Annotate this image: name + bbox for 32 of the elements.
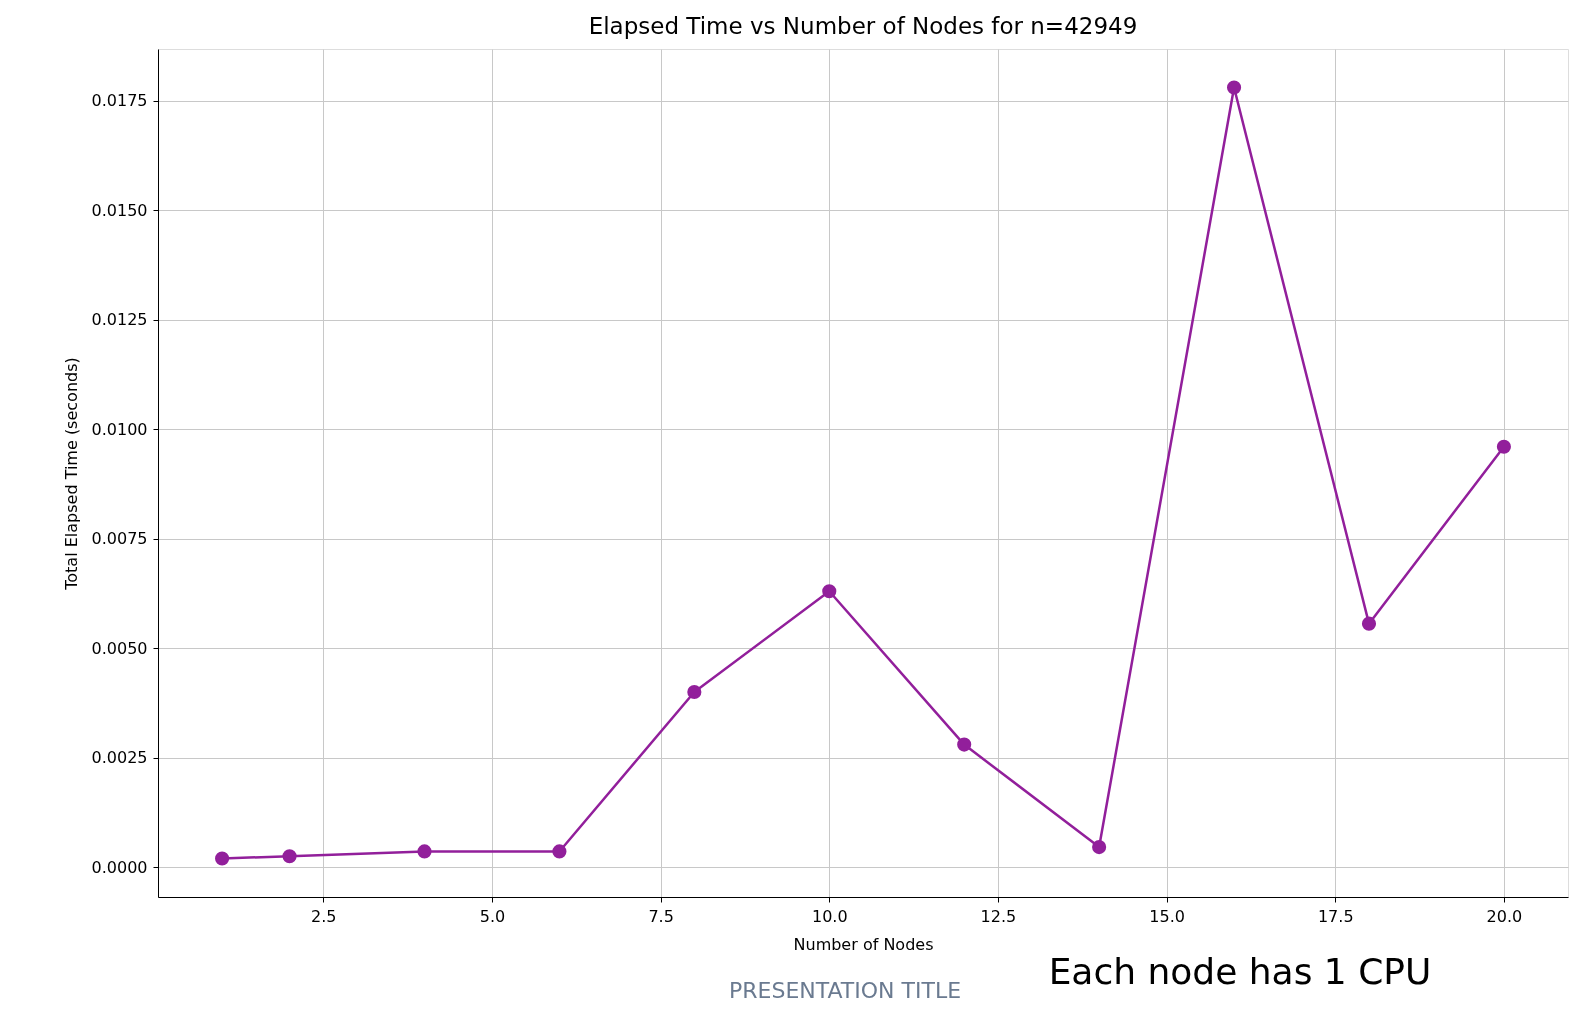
point (1226, 80, 1242, 95)
x-tick-label: 12.5 (980, 906, 1017, 926)
y-tick-label: 0.0125 (91, 310, 148, 330)
point (1361, 616, 1377, 631)
x-tick-label: 2.5 (311, 906, 337, 926)
x-tick-label: 7.5 (648, 906, 674, 926)
y-tick-label: 0.0050 (91, 638, 148, 658)
point (282, 849, 297, 864)
y-tick-label: 0.0000 (91, 857, 148, 877)
y-axis-title: Total Elapsed Time (seconds) (61, 357, 81, 591)
point (417, 844, 432, 859)
point (215, 851, 230, 866)
y-tick-label: 0.0025 (91, 748, 148, 768)
y-tick-label: 0.0075 (91, 529, 148, 549)
x-axis-title: Number of Nodes (793, 934, 934, 954)
x-tick-label: 5.0 (479, 906, 506, 926)
x-tick-label: 20.0 (1486, 906, 1523, 926)
point (957, 737, 972, 752)
x-tick-label: 10.0 (811, 906, 848, 926)
text: PRESENTATION TITLE (728, 978, 962, 1003)
y-tick-label: 0.0150 (91, 200, 148, 220)
point (687, 684, 702, 700)
x-tick-label: 17.5 (1317, 906, 1354, 926)
y-tick-label: 0.0175 (91, 91, 148, 111)
point (1092, 840, 1107, 855)
point (822, 584, 837, 599)
point (552, 844, 567, 859)
x-tick-label: 15.0 (1149, 906, 1185, 926)
text: Each node has 1 CPU (1048, 951, 1432, 992)
point (1496, 439, 1511, 454)
chart-title: Elapsed Time vs Number of Nodes for n=42949 (588, 13, 1138, 39)
y-tick-label: 0.0100 (91, 419, 148, 439)
